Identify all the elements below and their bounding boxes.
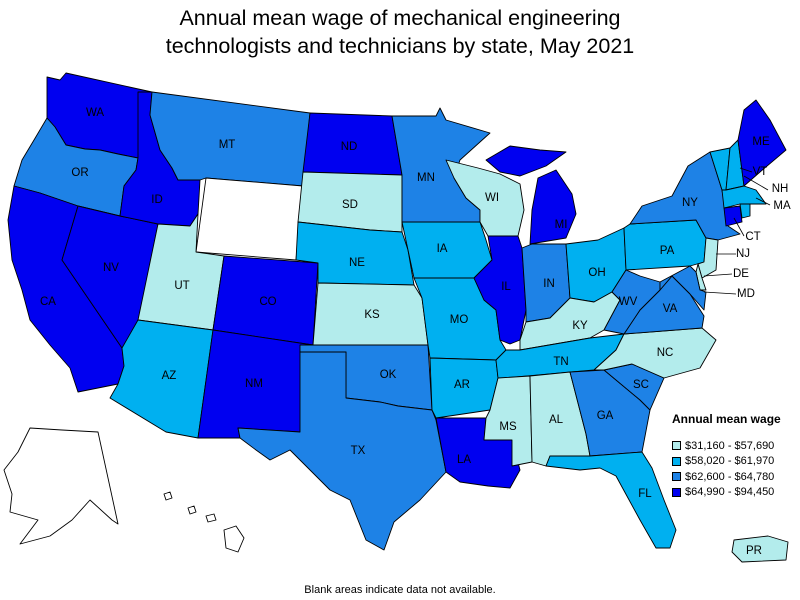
legend-label: $62,600 - $64,780 <box>685 470 775 483</box>
label-ok: OK <box>380 369 397 381</box>
label-de: DE <box>733 268 749 280</box>
state-pr[interactable] <box>731 535 789 563</box>
label-nm: NM <box>245 378 263 390</box>
state-me[interactable] <box>737 99 787 187</box>
legend-label: $64,990 - $94,450 <box>685 486 775 499</box>
label-vt: VT <box>753 166 768 178</box>
label-wa: WA <box>86 107 104 119</box>
label-oh: OH <box>588 267 605 279</box>
state-md[interactable] <box>659 265 707 311</box>
map-title-line-1: Annual mean wage of mechanical engineeri… <box>179 6 621 30</box>
state-ak[interactable] <box>3 427 119 545</box>
map-title: Annual mean wage of mechanical engineeri… <box>0 4 800 60</box>
state-ri[interactable] <box>739 203 751 219</box>
label-id: ID <box>151 194 163 206</box>
state-il[interactable] <box>473 235 527 345</box>
state-de[interactable] <box>695 263 707 291</box>
label-nj: NJ <box>736 248 750 260</box>
state-tx[interactable] <box>237 351 447 551</box>
legend-swatch <box>672 472 681 482</box>
label-mo: MO <box>450 314 469 326</box>
label-ct: CT <box>745 231 760 243</box>
state-wv[interactable] <box>603 269 661 335</box>
label-ut: UT <box>174 280 189 292</box>
map-title-line-2: technologists and technicians by state, … <box>165 34 635 58</box>
label-nd: ND <box>341 141 358 153</box>
label-ma: MA <box>773 200 791 212</box>
label-mt: MT <box>219 139 236 151</box>
label-ca: CA <box>40 296 56 308</box>
label-ny: NY <box>682 197 698 209</box>
label-ms: MS <box>499 421 517 433</box>
state-wy[interactable] <box>195 177 304 261</box>
label-ia: IA <box>437 243 448 255</box>
legend-label: $58,020 - $61,970 <box>685 455 775 468</box>
label-mi: MI <box>555 219 568 231</box>
state-fl[interactable] <box>545 451 677 549</box>
label-az: AZ <box>162 370 177 382</box>
state-nc[interactable] <box>593 327 717 379</box>
label-ky: KY <box>572 320 588 332</box>
label-wi: WI <box>485 192 499 204</box>
legend-title: Annual mean wage <box>672 412 781 426</box>
state-labels: WA OR CA NV ID MT UT AZ CO NM ND SD NE K… <box>40 107 791 557</box>
label-al: AL <box>549 414 564 426</box>
legend-label: $31,160 - $57,690 <box>685 439 775 452</box>
state-hi[interactable] <box>163 491 245 553</box>
label-ks: KS <box>364 309 380 321</box>
label-ar: AR <box>454 379 470 391</box>
label-pa: PA <box>660 245 675 257</box>
legend-swatch <box>672 456 681 466</box>
label-or: OR <box>71 167 88 179</box>
label-ga: GA <box>597 410 614 422</box>
label-nv: NV <box>103 262 119 274</box>
label-tn: TN <box>553 356 568 368</box>
label-mn: MN <box>417 172 435 184</box>
label-pr: PR <box>746 545 762 557</box>
label-nc: NC <box>657 347 674 359</box>
legend-item: $64,990 - $94,450 <box>672 485 781 501</box>
label-la: LA <box>457 454 471 466</box>
legend-swatch <box>672 487 681 497</box>
label-fl: FL <box>638 488 652 500</box>
label-ne: NE <box>349 257 365 269</box>
label-nh: NH <box>772 183 789 195</box>
label-me: ME <box>752 136 770 148</box>
label-va: VA <box>663 303 678 315</box>
label-leader-lines <box>703 167 771 295</box>
label-in: IN <box>543 278 555 290</box>
legend-item: $62,600 - $64,780 <box>672 469 781 485</box>
label-co: CO <box>259 296 276 308</box>
label-il: IL <box>501 281 511 293</box>
label-sc: SC <box>633 379 649 391</box>
legend-item: $31,160 - $57,690 <box>672 438 781 454</box>
label-tx: TX <box>351 445 366 457</box>
state-mi[interactable] <box>485 145 577 245</box>
label-wv: WV <box>619 296 638 308</box>
state-ct[interactable] <box>723 205 743 227</box>
legend-item: $58,020 - $61,970 <box>672 454 781 470</box>
label-md: MD <box>737 288 755 300</box>
legend: Annual mean wage $31,160 - $57,690 $58,0… <box>672 412 781 500</box>
footnote: Blank areas indicate data not available. <box>304 584 496 596</box>
label-sd: SD <box>342 199 358 211</box>
legend-swatch <box>672 441 681 451</box>
